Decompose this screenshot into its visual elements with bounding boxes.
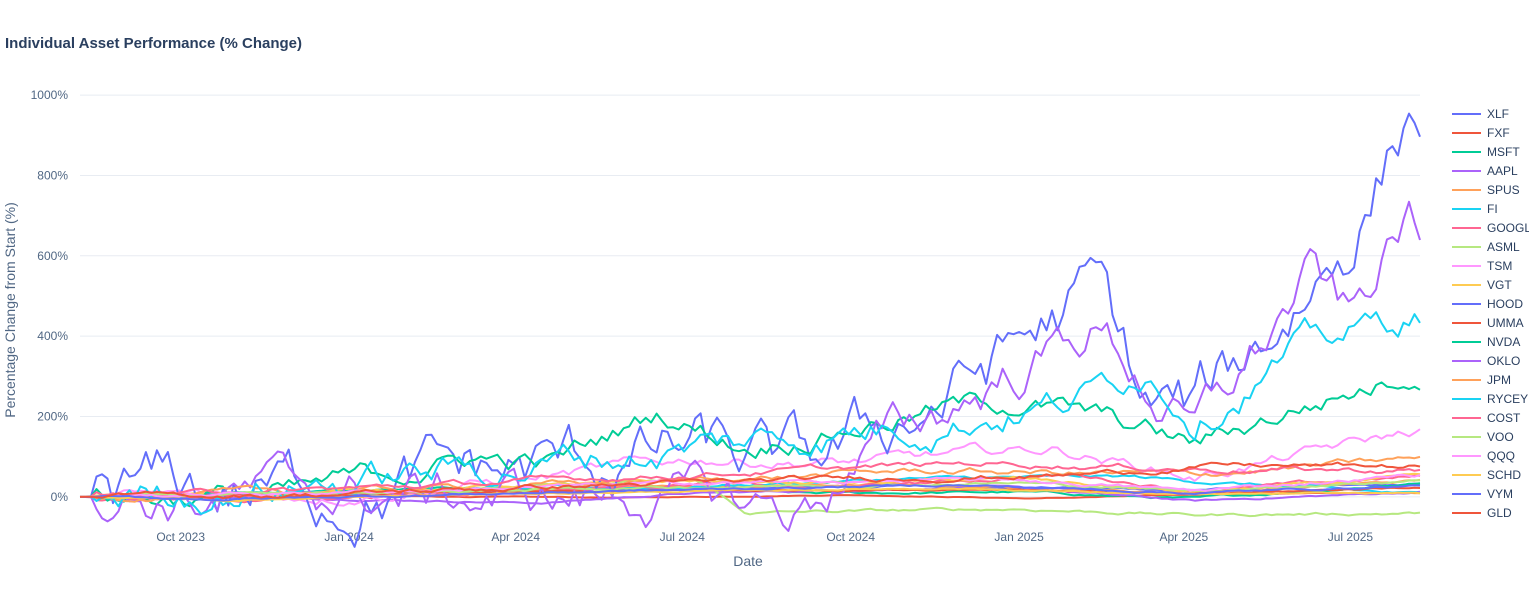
x-tick-label: Jul 2024 xyxy=(660,530,706,544)
y-tick-label: 400% xyxy=(37,329,68,343)
legend-label: SCHD xyxy=(1487,468,1521,482)
legend-label: VOO xyxy=(1487,430,1514,444)
legend-item-asml[interactable]: ASML xyxy=(1452,240,1520,254)
legend-item-qqq[interactable]: QQQ xyxy=(1452,449,1515,463)
legend-label: OKLO xyxy=(1487,354,1520,368)
y-axis-title: Percentage Change from Start (%) xyxy=(2,202,18,418)
series-line-tsm[interactable] xyxy=(79,428,1421,507)
legend-item-umma[interactable]: UMMA xyxy=(1452,316,1524,330)
legend-label: VGT xyxy=(1487,278,1512,292)
legend-item-msft[interactable]: MSFT xyxy=(1452,145,1520,159)
legend-item-aapl[interactable]: AAPL xyxy=(1452,164,1518,178)
legend-item-fxf[interactable]: FXF xyxy=(1452,126,1510,140)
x-tick-label: Oct 2024 xyxy=(826,530,875,544)
series-lines xyxy=(79,112,1421,548)
x-tick-label: Apr 2024 xyxy=(491,530,540,544)
legend-label: FXF xyxy=(1487,126,1510,140)
legend-item-cost[interactable]: COST xyxy=(1452,411,1521,425)
x-tick-label: Jul 2025 xyxy=(1328,530,1374,544)
legend-item-vym[interactable]: VYM xyxy=(1452,487,1513,501)
legend-label: ASML xyxy=(1487,240,1520,254)
y-axis-ticks: 0% 200% 400% 600% 800% 1000% xyxy=(31,88,69,504)
legend-item-nvda[interactable]: NVDA xyxy=(1452,335,1520,349)
series-line-oklo[interactable] xyxy=(79,200,1421,532)
x-axis-title: Date xyxy=(733,553,763,569)
series-line-hood[interactable] xyxy=(79,112,1421,548)
legend-item-fi[interactable]: FI xyxy=(1452,202,1498,216)
legend-label: FI xyxy=(1487,202,1498,216)
y-tick-label: 200% xyxy=(37,410,68,424)
legend-label: GOOGL xyxy=(1487,221,1529,235)
legend-label: RYCEY xyxy=(1487,392,1528,406)
x-tick-label: Apr 2025 xyxy=(1160,530,1209,544)
legend-label: QQQ xyxy=(1487,449,1515,463)
legend-label: XLF xyxy=(1487,107,1509,121)
y-tick-label: 0% xyxy=(51,490,69,504)
legend-item-googl[interactable]: GOOGL xyxy=(1452,221,1529,235)
legend-label: UMMA xyxy=(1487,316,1524,330)
legend-label: GLD xyxy=(1487,506,1512,520)
series-line-nvda[interactable] xyxy=(79,381,1421,508)
y-tick-label: 800% xyxy=(37,168,68,182)
legend[interactable]: XLF FXF MSFT AAPL SPUS FI GOOGL ASML TSM VGT HOOD U… xyxy=(1452,107,1529,520)
legend-item-oklo[interactable]: OKLO xyxy=(1452,354,1520,368)
legend-item-jpm[interactable]: JPM xyxy=(1452,373,1511,387)
x-tick-label: Jan 2025 xyxy=(994,530,1044,544)
legend-item-hood[interactable]: HOOD xyxy=(1452,297,1523,311)
legend-label: NVDA xyxy=(1487,335,1520,349)
legend-item-gld[interactable]: GLD xyxy=(1452,506,1512,520)
series-line-vym[interactable] xyxy=(79,483,1421,502)
legend-label: HOOD xyxy=(1487,297,1523,311)
x-tick-label: Oct 2023 xyxy=(156,530,205,544)
legend-item-xlf[interactable]: XLF xyxy=(1452,107,1509,121)
legend-label: AAPL xyxy=(1487,164,1518,178)
y-tick-label: 600% xyxy=(37,249,68,263)
legend-item-voo[interactable]: VOO xyxy=(1452,430,1514,444)
series-line-gld[interactable] xyxy=(79,461,1421,499)
legend-label: SPUS xyxy=(1487,183,1520,197)
x-axis-ticks: Oct 2023 Jan 2024 Apr 2024 Jul 2024 Oct 2024… xyxy=(156,530,1373,544)
legend-label: MSFT xyxy=(1487,145,1520,159)
legend-item-schd[interactable]: SCHD xyxy=(1452,468,1521,482)
series-line-cost[interactable] xyxy=(79,461,1421,500)
legend-label: VYM xyxy=(1487,487,1513,501)
gridlines xyxy=(80,94,1420,498)
legend-item-spus[interactable]: SPUS xyxy=(1452,183,1520,197)
legend-item-tsm[interactable]: TSM xyxy=(1452,259,1512,273)
legend-item-vgt[interactable]: VGT xyxy=(1452,278,1512,292)
chart-title: Individual Asset Performance (% Change) xyxy=(5,35,303,52)
y-tick-label: 1000% xyxy=(31,88,69,102)
legend-item-rycey[interactable]: RYCEY xyxy=(1452,392,1528,406)
legend-label: COST xyxy=(1487,411,1521,425)
legend-label: TSM xyxy=(1487,259,1512,273)
legend-label: JPM xyxy=(1487,373,1511,387)
